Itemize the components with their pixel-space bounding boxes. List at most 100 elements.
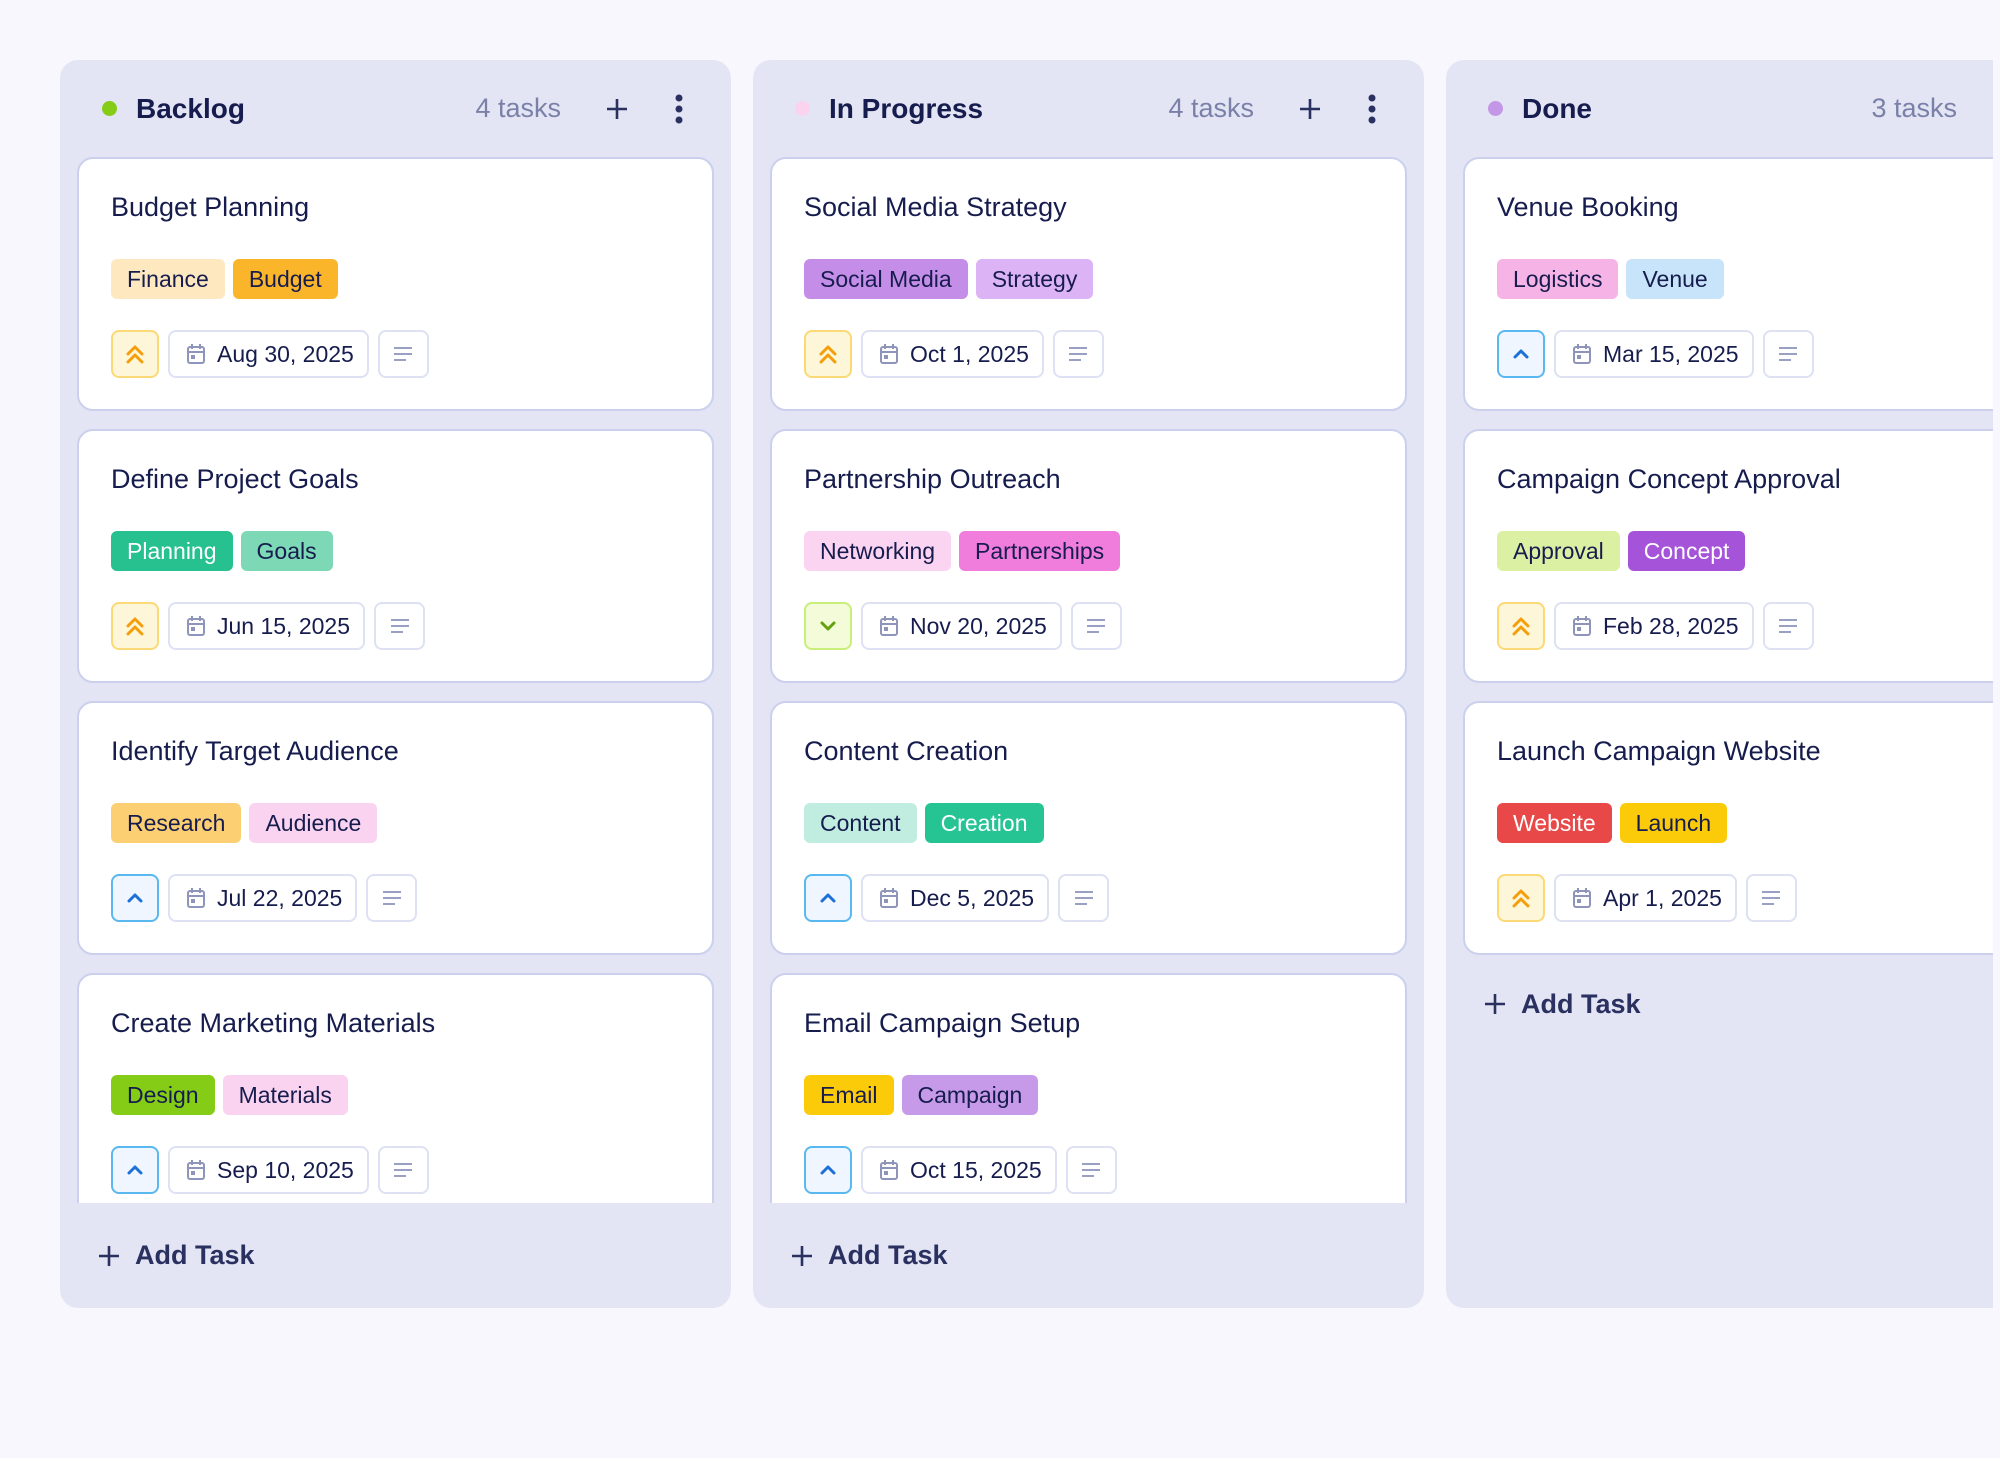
due-date-button[interactable]: Jun 15, 2025 <box>168 602 366 650</box>
task-count: 3 tasks <box>1871 93 1957 123</box>
chevron-up-icon <box>817 1159 839 1181</box>
due-date: Dec 5, 2025 <box>910 884 1035 911</box>
notes-button[interactable] <box>366 874 418 922</box>
priority-button[interactable] <box>804 330 852 378</box>
tag: Audience <box>249 803 378 843</box>
add-task-button[interactable]: Add Task <box>1463 955 1993 1053</box>
notes-button[interactable] <box>1070 602 1122 650</box>
column-title: Backlog <box>136 92 245 124</box>
card-list: Venue Booking Logistics Venue Mar 15, 202… <box>1463 157 1993 973</box>
task-card[interactable]: Launch Campaign Website Website Launch Ap… <box>1463 701 1993 955</box>
task-count: 4 tasks <box>475 93 561 123</box>
task-card[interactable]: Budget Planning Finance Budget Aug 30, 20… <box>77 157 714 411</box>
card-list: Social Media Strategy Social Media Strate… <box>770 157 1407 1203</box>
due-date-button[interactable]: Feb 28, 2025 <box>1554 602 1754 650</box>
task-card[interactable]: Content Creation Content Creation Dec 5, … <box>770 701 1407 955</box>
priority-button[interactable] <box>804 874 852 922</box>
calendar-icon <box>879 615 899 637</box>
notes-button[interactable] <box>1745 874 1797 922</box>
notes-button[interactable] <box>1065 1146 1117 1194</box>
tag: Email <box>804 1075 894 1115</box>
chevron-down-icon <box>817 615 839 637</box>
card-meta: Oct 1, 2025 <box>804 330 1104 378</box>
add-task-icon[interactable] <box>1290 89 1330 129</box>
due-date: Sep 10, 2025 <box>217 1156 354 1183</box>
plus-icon <box>790 1244 814 1268</box>
calendar-icon <box>186 887 206 909</box>
card-title: Identify Target Audience <box>111 736 399 766</box>
more-options-icon[interactable] <box>659 89 699 129</box>
add-task-label: Add Task <box>828 1240 948 1270</box>
calendar-icon <box>186 615 206 637</box>
task-card[interactable]: Social Media Strategy Social Media Strate… <box>770 157 1407 411</box>
priority-button[interactable] <box>111 602 159 650</box>
notes-button[interactable] <box>1058 874 1110 922</box>
tag: Finance <box>111 259 225 299</box>
column-title: Done <box>1522 92 1592 124</box>
notes-icon <box>1761 890 1781 906</box>
priority-button[interactable] <box>804 602 852 650</box>
notes-button[interactable] <box>1052 330 1104 378</box>
more-options-icon[interactable] <box>1352 89 1392 129</box>
due-date-button[interactable]: Oct 1, 2025 <box>861 330 1044 378</box>
calendar-icon <box>186 343 206 365</box>
due-date: Apr 1, 2025 <box>1603 884 1722 911</box>
priority-button[interactable] <box>1497 602 1545 650</box>
notes-button[interactable] <box>374 602 426 650</box>
tag: Design <box>111 1075 215 1115</box>
column-header: In Progress 4 tasks <box>770 60 1407 157</box>
plus-icon <box>1483 992 1507 1016</box>
priority-button[interactable] <box>1497 330 1545 378</box>
notes-button[interactable] <box>1762 602 1814 650</box>
status-dot <box>102 101 117 116</box>
card-meta: Dec 5, 2025 <box>804 874 1110 922</box>
tag: Partnerships <box>959 531 1121 571</box>
add-task-button[interactable]: Add Task <box>77 1203 714 1308</box>
tag: Content <box>804 803 917 843</box>
notes-button[interactable] <box>377 330 429 378</box>
due-date: Mar 15, 2025 <box>1603 340 1739 367</box>
add-task-icon[interactable] <box>597 89 637 129</box>
add-task-label: Add Task <box>135 1240 255 1270</box>
task-card[interactable]: Partnership Outreach Networking Partnersh… <box>770 429 1407 683</box>
due-date-button[interactable]: Jul 22, 2025 <box>168 874 358 922</box>
task-card[interactable]: Campaign Concept Approval Approval Concep… <box>1463 429 1993 683</box>
notes-button[interactable] <box>1762 330 1814 378</box>
priority-button[interactable] <box>804 1146 852 1194</box>
card-list: Budget Planning Finance Budget Aug 30, 20… <box>77 157 714 1203</box>
notes-icon <box>1778 618 1798 634</box>
tag: Campaign <box>901 1075 1039 1115</box>
priority-button[interactable] <box>1497 874 1545 922</box>
due-date-button[interactable]: Aug 30, 2025 <box>168 330 369 378</box>
task-card[interactable]: Venue Booking Logistics Venue Mar 15, 202… <box>1463 157 1993 411</box>
calendar-icon <box>1572 615 1592 637</box>
due-date-button[interactable]: Apr 1, 2025 <box>1554 874 1737 922</box>
task-card[interactable]: Define Project Goals Planning Goals Jun 1… <box>77 429 714 683</box>
due-date-button[interactable]: Nov 20, 2025 <box>861 602 1062 650</box>
task-card[interactable]: Create Marketing Materials Design Materia… <box>77 973 714 1203</box>
card-title: Budget Planning <box>111 192 310 222</box>
plus-icon <box>97 1244 121 1268</box>
task-card[interactable]: Identify Target Audience Research Audienc… <box>77 701 714 955</box>
priority-button[interactable] <box>111 874 159 922</box>
tag: Creation <box>924 803 1044 843</box>
kanban-board: Backlog 4 tasks Budget Planning Finance B… <box>60 60 1993 1308</box>
card-title: Create Marketing Materials <box>111 1008 436 1038</box>
due-date: Nov 20, 2025 <box>910 612 1047 639</box>
priority-button[interactable] <box>111 330 159 378</box>
card-title: Email Campaign Setup <box>804 1008 1081 1038</box>
tag: Launch <box>1619 803 1728 843</box>
priority-button[interactable] <box>111 1146 159 1194</box>
notes-button[interactable] <box>377 1146 429 1194</box>
task-card[interactable]: Email Campaign Setup Email Campaign Oct 1… <box>770 973 1407 1203</box>
due-date-button[interactable]: Sep 10, 2025 <box>168 1146 369 1194</box>
due-date-button[interactable]: Dec 5, 2025 <box>861 874 1050 922</box>
notes-icon <box>382 890 402 906</box>
chevron-up-icon <box>817 887 839 909</box>
notes-icon <box>1074 890 1094 906</box>
tag: Approval <box>1497 531 1620 571</box>
card-title: Venue Booking <box>1497 192 1679 222</box>
due-date-button[interactable]: Oct 15, 2025 <box>861 1146 1057 1194</box>
add-task-button[interactable]: Add Task <box>770 1203 1407 1308</box>
due-date-button[interactable]: Mar 15, 2025 <box>1554 330 1754 378</box>
